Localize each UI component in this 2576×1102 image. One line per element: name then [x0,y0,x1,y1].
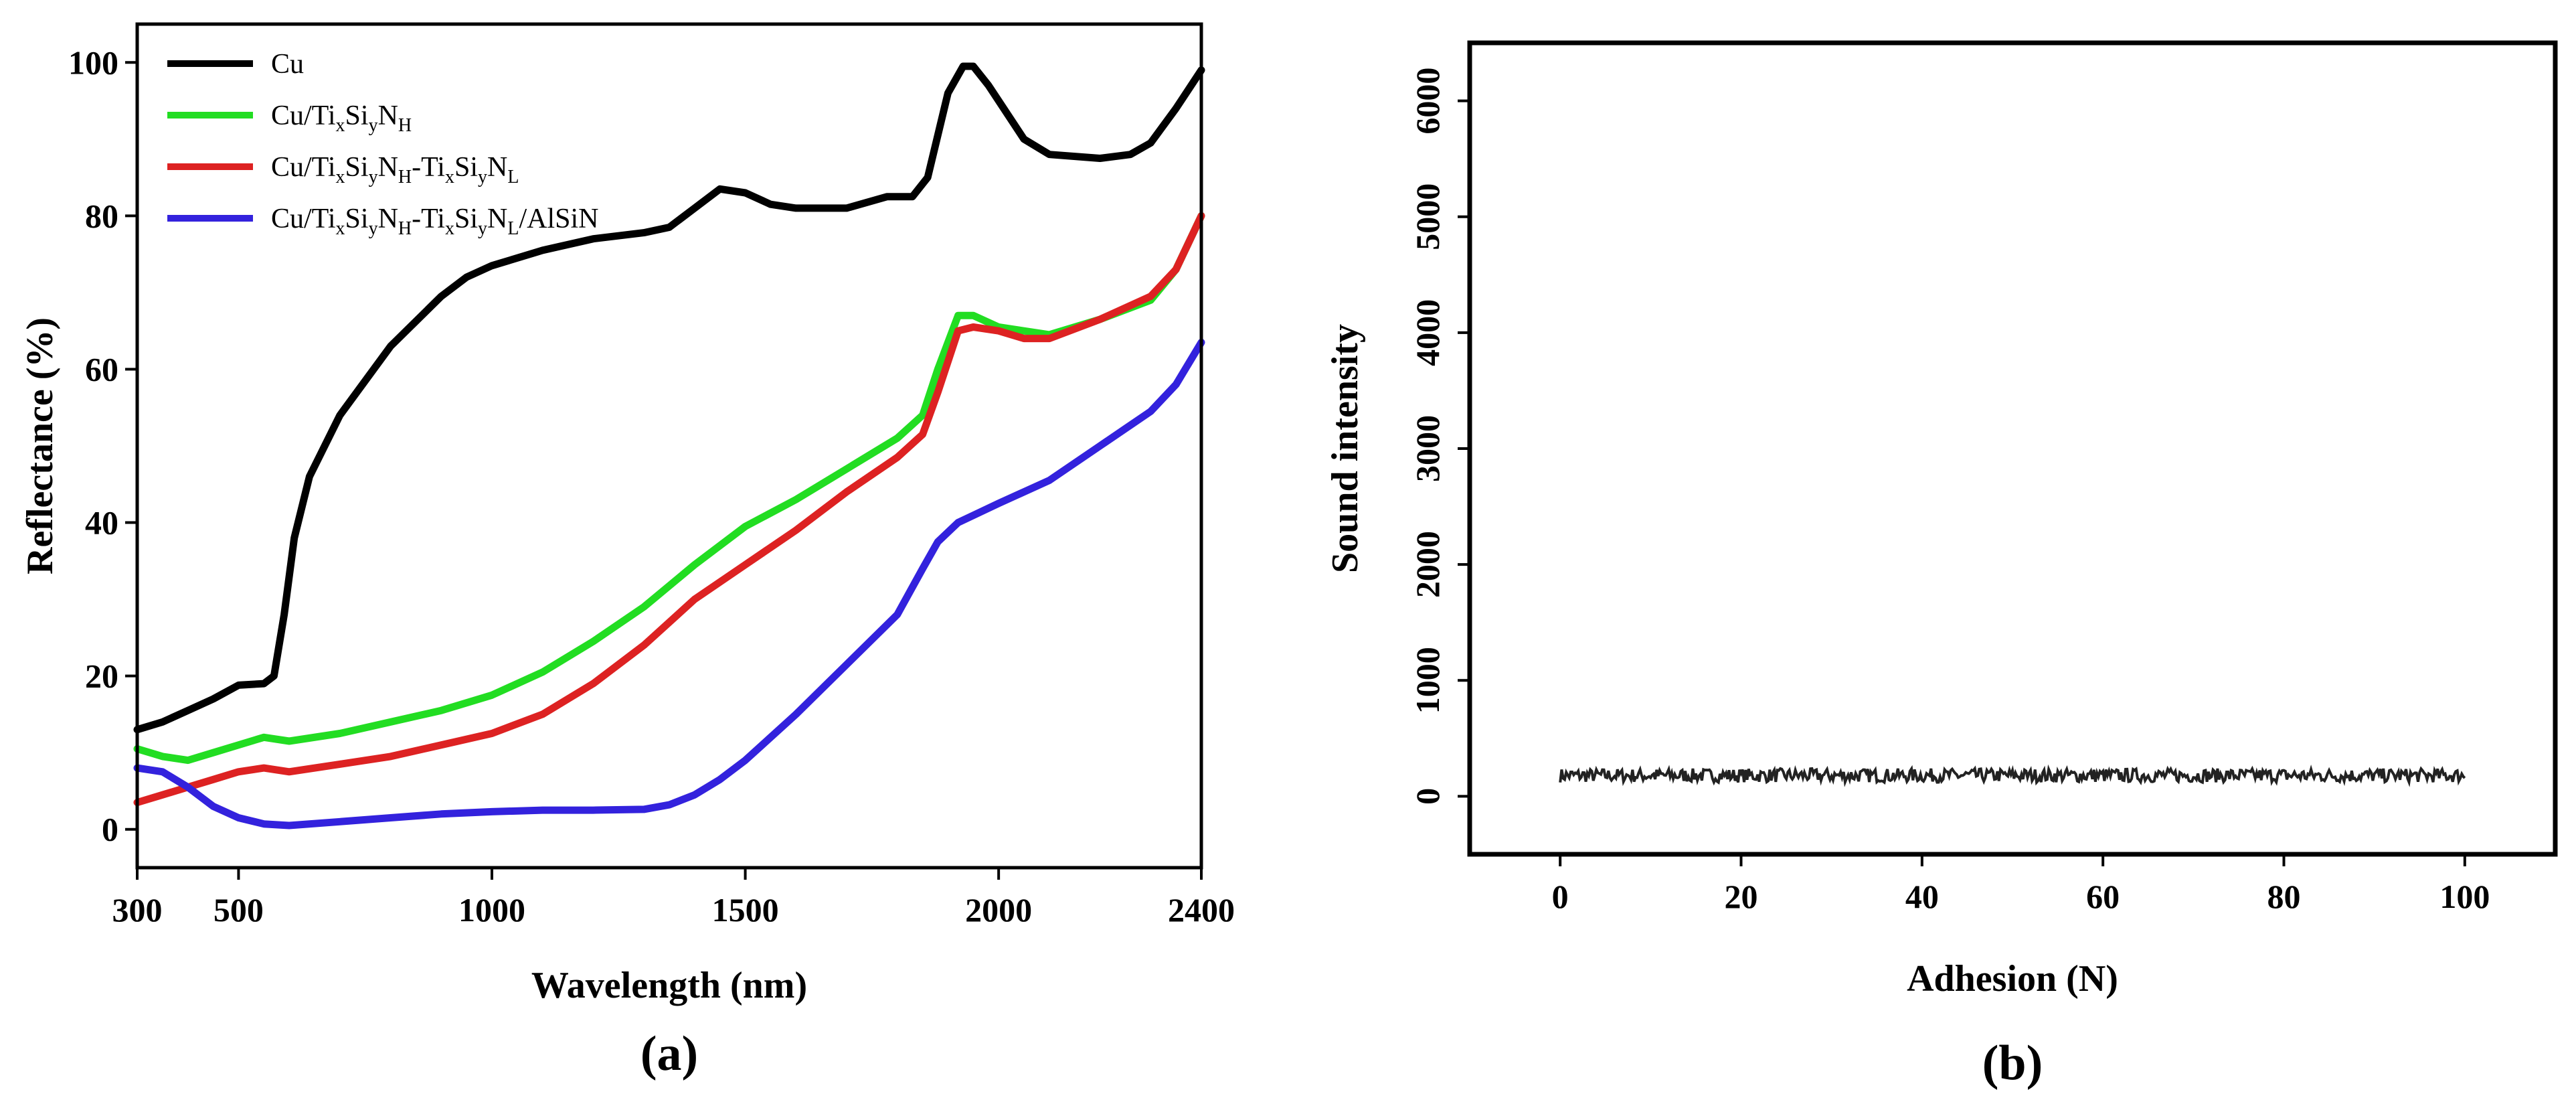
sound-intensity-x-axis-title: Adhesion (N) [1907,958,2118,1000]
y-tick-label: 20 [85,657,118,695]
x-tick-label: 300 [112,891,163,929]
y-tick-label: 80 [85,197,118,234]
reflectance-x-axis-title: Wavelength (nm) [531,965,807,1006]
y-tick-label: 4000 [1409,299,1446,366]
reflectance-chart: 300 500 1000 1500 2000 2400 0 20 40 60 80 100 Cu Cu/… [19,22,1235,1081]
x-tick-label: 1500 [712,891,779,929]
x-tick-label: 2400 [1168,891,1235,929]
reflectance-axis-ticks: 300 500 1000 1500 2000 2400 0 20 40 60 80 100 [68,44,1235,929]
legend-label-2: Cu/Tix​Siy​NH​-Tix​Siy​NL​ [271,152,519,187]
x-tick-label: 0 [1552,878,1569,915]
y-tick-label: 0 [102,811,118,848]
x-tick-label: 2000 [965,891,1032,929]
panel-label-a: (a) [640,1026,698,1081]
reflectance-line-0 [133,62,1205,734]
reflectance-series-group [133,62,1205,830]
y-tick-label: 5000 [1409,183,1446,250]
legend-label-0: Cu [271,49,304,80]
x-tick-label: 60 [2086,878,2120,915]
y-tick-label: 2000 [1409,531,1446,598]
reflectance-line-3 [133,338,1205,830]
sound-intensity-series-group [1559,764,2466,787]
x-tick-label: 1000 [458,891,525,929]
panel-label-b: (b) [1982,1036,2043,1091]
y-tick-label: 60 [85,350,118,388]
sound-intensity-line [1559,764,2466,787]
reflectance-line-1 [133,212,1205,765]
x-tick-label: 20 [1725,878,1758,915]
legend-label-3: Cu/Tix​Siy​NH​-Tix​Siy​NL​/AlSiN [271,204,599,239]
y-tick-label: 6000 [1409,68,1446,135]
x-tick-label: 100 [2439,878,2490,915]
y-tick-label: 3000 [1409,415,1446,482]
sound-intensity-plot-frame [1467,40,2558,857]
y-tick-label: 100 [68,44,118,81]
reflectance-plot-frame [135,22,1203,870]
x-tick-label: 500 [213,891,264,929]
x-tick-label: 80 [2267,878,2301,915]
reflectance-y-axis-title: Reflectance (%) [19,317,61,574]
legend-label-1: Cu/Tix​Siy​NH​ [271,100,412,136]
y-tick-label: 0 [1409,788,1446,805]
sound-intensity-y-axis-title: Sound intensity [1324,324,1366,573]
y-tick-label: 1000 [1409,647,1446,714]
y-tick-label: 40 [85,504,118,542]
x-tick-label: 40 [1905,878,1939,915]
reflectance-line-2 [133,212,1205,807]
reflectance-legend: Cu Cu/Tix​Siy​NH​ Cu/Tix​Siy​NH​-Tix​Siy​N… [167,49,599,239]
